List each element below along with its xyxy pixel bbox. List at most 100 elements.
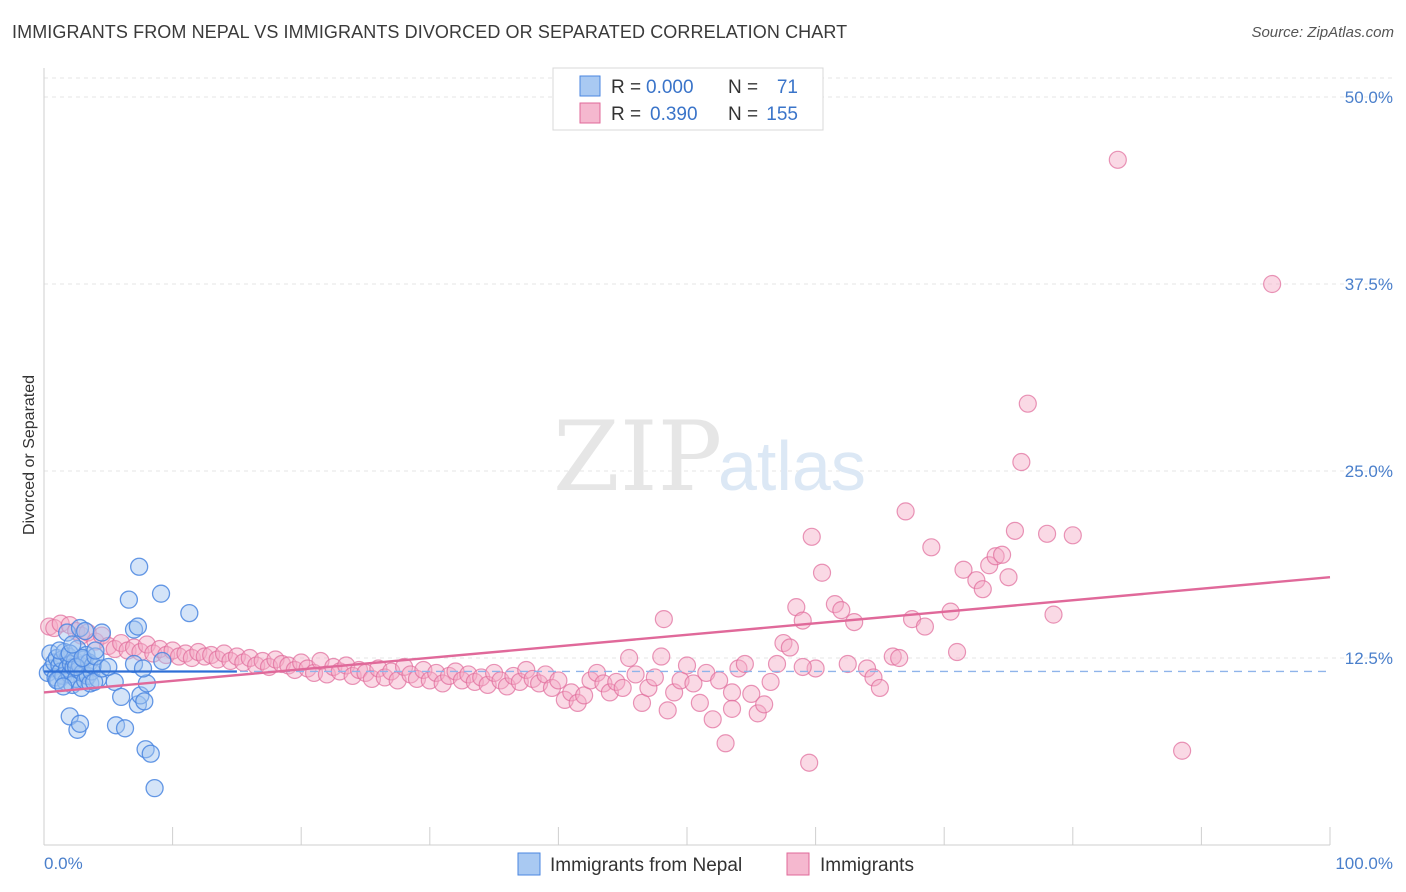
point-immigrants-99 — [677, 656, 697, 675]
point-nepal-73 — [130, 557, 149, 576]
point-immigrants-133 — [947, 642, 967, 662]
point-immigrants-94 — [645, 668, 664, 687]
point-immigrants-118 — [812, 563, 832, 582]
point-immigrants-85 — [587, 663, 607, 683]
point-immigrants-121 — [838, 654, 857, 674]
point-immigrants-128 — [896, 502, 915, 521]
y-tick-label-1: 25.0% — [1345, 462, 1393, 481]
point-nepal-72 — [128, 617, 148, 636]
x-tick-label-max: 100.0% — [1335, 854, 1393, 873]
trend-lines — [43, 576, 1331, 694]
bottom-legend: Immigrants from Nepal Immigrants — [517, 852, 914, 876]
point-immigrants-90 — [620, 648, 639, 668]
legend-r-value-1: 0.390 — [650, 104, 698, 125]
chart-title: IMMIGRANTS FROM NEPAL VS IMMIGRANTS DIVO… — [12, 22, 848, 42]
point-immigrants-122 — [845, 612, 864, 632]
tick-labels: 12.5% 25.0% 37.5% 50.0% 0.0% 100.0% — [44, 88, 1393, 873]
point-immigrants-100 — [684, 674, 703, 693]
point-nepal-51 — [86, 641, 105, 660]
point-nepal-69 — [180, 603, 199, 623]
point-immigrants-150 — [767, 654, 787, 674]
point-immigrants-151 — [654, 610, 673, 629]
legend-r-label-1: R = — [611, 104, 641, 125]
y-axis-label: Divorced or Separated — [21, 375, 38, 535]
point-immigrants-124 — [864, 668, 883, 687]
point-immigrants-135 — [967, 571, 986, 590]
point-nepal-50 — [92, 623, 112, 642]
series-nepal-points — [38, 557, 199, 798]
point-immigrants-131 — [922, 538, 941, 557]
point-nepal-57 — [115, 719, 135, 738]
point-nepal-46 — [85, 672, 104, 692]
point-immigrants-106 — [722, 683, 742, 702]
point-immigrants-149 — [722, 699, 742, 718]
grid-lines — [44, 77, 1392, 659]
point-immigrants-123 — [857, 659, 877, 678]
point-immigrants-96 — [658, 701, 677, 720]
point-immigrants-101 — [690, 693, 709, 712]
point-nepal-65 — [145, 779, 164, 798]
point-nepal-56 — [112, 687, 131, 707]
point-immigrants-143 — [1018, 394, 1037, 413]
point-immigrants-125 — [870, 678, 890, 698]
legend: R = 0.000 N = 71 R = 0.390 N = 155 — [552, 67, 824, 131]
point-immigrants-112 — [761, 672, 780, 692]
point-immigrants-69 — [485, 663, 504, 683]
point-nepal-52 — [92, 659, 112, 678]
point-immigrants-95 — [652, 647, 671, 666]
point-immigrants-144 — [1037, 524, 1057, 543]
point-immigrants-111 — [755, 695, 774, 714]
point-immigrants-127 — [890, 648, 909, 668]
point-nepal-43 — [76, 621, 95, 641]
point-immigrants-2 — [51, 614, 70, 633]
bottom-legend-swatch-nepal — [517, 852, 541, 876]
point-immigrants-120 — [832, 601, 851, 620]
point-immigrants-146 — [1063, 526, 1082, 545]
bottom-legend-immigrants: Immigrants — [820, 855, 914, 876]
point-immigrants-83 — [575, 686, 594, 705]
point-immigrants-140 — [999, 568, 1018, 587]
source-label: Source: ZipAtlas.com — [1251, 24, 1394, 41]
point-immigrants-108 — [735, 654, 754, 674]
legend-n-label-0: N = — [728, 77, 758, 98]
point-immigrants-153 — [1173, 741, 1192, 760]
point-nepal-47 — [60, 707, 79, 726]
point-immigrants-137 — [980, 556, 999, 575]
point-immigrants-92 — [632, 693, 652, 712]
series-immigrants-points — [40, 150, 1282, 772]
point-immigrants-148 — [780, 638, 799, 657]
point-nepal-68 — [135, 692, 154, 711]
legend-n-value-1: 155 — [766, 104, 798, 125]
bottom-legend-swatch-immigrants — [786, 852, 810, 876]
point-immigrants-89 — [613, 678, 632, 698]
x-tick-label-min: 0.0% — [44, 854, 83, 873]
point-immigrants-130 — [915, 617, 935, 636]
point-immigrants-139 — [992, 545, 1012, 564]
axes — [43, 68, 1331, 846]
legend-r-label-0: R = — [611, 77, 641, 98]
point-immigrants-134 — [954, 560, 973, 579]
point-immigrants-103 — [703, 710, 722, 729]
legend-swatch-immigrants — [579, 102, 601, 124]
point-immigrants-154 — [1108, 150, 1127, 169]
point-immigrants-110 — [748, 704, 767, 723]
y-tick-label-2: 37.5% — [1345, 275, 1393, 294]
trend-immigrants — [43, 576, 1331, 694]
point-immigrants-126 — [883, 647, 902, 666]
legend-swatch-nepal — [579, 75, 601, 97]
point-immigrants-104 — [710, 671, 729, 690]
point-immigrants-142 — [1012, 452, 1031, 472]
point-immigrants-145 — [1044, 605, 1063, 624]
point-immigrants-82 — [568, 693, 587, 712]
point-immigrants-138 — [986, 547, 1005, 566]
watermark-atlas: atlas — [718, 427, 866, 505]
point-nepal-71 — [151, 584, 171, 603]
watermark-zip: ZIP — [553, 401, 722, 513]
point-immigrants-61 — [433, 674, 452, 693]
point-immigrants-115 — [793, 611, 812, 630]
point-immigrants-136 — [973, 580, 992, 599]
point-immigrants-78 — [542, 678, 562, 698]
point-immigrants-109 — [742, 684, 761, 704]
legend-n-label-1: N = — [728, 104, 758, 125]
